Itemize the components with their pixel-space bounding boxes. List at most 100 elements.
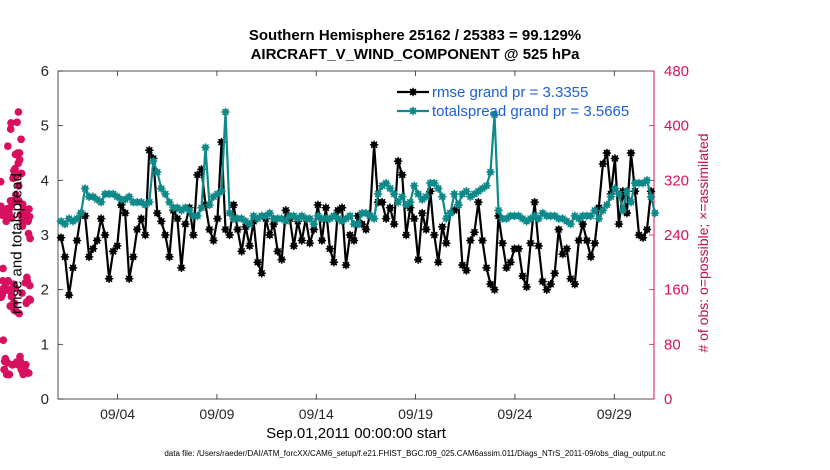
totalspread-point xyxy=(493,205,504,216)
obs-marker xyxy=(10,283,20,293)
point-symbol xyxy=(589,205,600,216)
point-symbol xyxy=(68,262,78,273)
totalspread-point xyxy=(437,191,448,202)
obs-assimilated-symbol xyxy=(25,212,35,221)
point-symbol xyxy=(104,273,114,284)
rmse-point xyxy=(626,148,636,158)
legend-symbol xyxy=(408,106,418,116)
point-symbol xyxy=(525,238,536,249)
totalspread-point xyxy=(144,197,155,208)
rmse-point xyxy=(212,213,223,224)
rmse-point xyxy=(421,224,432,235)
point-symbol xyxy=(84,251,94,262)
point-symbol xyxy=(152,208,163,219)
point-symbol xyxy=(88,243,98,254)
rmse-point xyxy=(602,148,612,158)
rmse-point xyxy=(642,224,652,235)
point-symbol xyxy=(421,224,432,235)
point-symbol xyxy=(389,219,400,230)
point-symbol xyxy=(76,208,86,219)
point-symbol xyxy=(369,213,380,224)
totalspread-point xyxy=(449,189,460,199)
point-symbol xyxy=(200,142,211,153)
point-symbol xyxy=(537,276,548,287)
point-symbol xyxy=(513,243,524,254)
point-symbol xyxy=(477,235,488,246)
obs-marker xyxy=(10,164,20,174)
rmse-point xyxy=(489,284,500,295)
obs-marker xyxy=(16,134,26,144)
legend-entry-label: totalspread grand pr = 3.5665 xyxy=(432,103,629,120)
point-symbol xyxy=(349,235,359,246)
point-symbol xyxy=(581,235,592,246)
obs-assimilated-marker xyxy=(25,281,35,291)
obs-marker xyxy=(3,276,13,286)
obs-marker xyxy=(7,292,17,301)
rmse-point xyxy=(324,243,335,254)
point-symbol xyxy=(296,235,307,246)
obs-assimilated-marker xyxy=(25,212,35,221)
point-symbol xyxy=(573,235,584,246)
rmse-point xyxy=(497,238,508,249)
point-symbol xyxy=(172,213,183,224)
data-file-footer: data file: /Users/raeder/DAI/ATM_forcXX/… xyxy=(164,449,666,458)
totalspread-point xyxy=(409,180,420,191)
point-symbol xyxy=(533,240,544,251)
point-symbol xyxy=(409,180,420,191)
point-symbol xyxy=(497,238,508,249)
y-tick-label-right: 80 xyxy=(664,336,681,353)
point-symbol xyxy=(92,235,102,246)
obs-assimilated-symbol xyxy=(0,264,8,273)
obs-assimilated-symbol xyxy=(25,233,35,243)
x-tick-label: 09/09 xyxy=(199,406,234,422)
rmse-point xyxy=(140,230,151,240)
totalspread-point xyxy=(642,175,652,186)
point-symbol xyxy=(361,224,371,235)
point-symbol xyxy=(602,199,612,210)
point-symbol xyxy=(180,219,191,230)
legend-entry-label: rmse grand pr = 3.3355 xyxy=(432,84,588,101)
point-symbol xyxy=(461,265,472,276)
totalspread-point xyxy=(220,107,231,117)
totalspread-point xyxy=(216,186,227,197)
point-symbol xyxy=(152,167,163,178)
obs-marker xyxy=(3,141,13,151)
point-symbol xyxy=(192,210,203,221)
totalspread-point xyxy=(614,189,624,199)
rmse-point xyxy=(256,268,267,279)
rmse-point xyxy=(377,197,388,208)
point-symbol xyxy=(517,271,528,281)
totalspread-point xyxy=(622,186,632,197)
point-symbol xyxy=(585,251,596,262)
rmse-point xyxy=(341,260,351,271)
totalspread-point xyxy=(389,189,400,199)
obs-assimilated-marker xyxy=(25,233,35,243)
point-symbol xyxy=(164,251,175,262)
rmse-point xyxy=(72,235,82,246)
point-symbol xyxy=(256,268,267,279)
y-tick-label-right: 240 xyxy=(664,227,689,244)
point-symbol xyxy=(622,186,632,197)
point-symbol xyxy=(626,197,636,208)
rmse-point xyxy=(581,235,592,246)
point-symbol xyxy=(341,260,351,271)
totalspread-point xyxy=(76,208,86,219)
point-symbol xyxy=(128,251,139,262)
obs-assimilated-symbol xyxy=(0,335,8,345)
rmse-point xyxy=(521,281,532,292)
rmse-point xyxy=(638,232,648,243)
totalspread-point xyxy=(485,167,496,178)
obs-assimilated-symbol xyxy=(24,368,34,378)
rmse-point xyxy=(320,202,331,213)
totalspread-point xyxy=(373,189,384,199)
rmse-point xyxy=(176,262,187,273)
rmse-point xyxy=(417,208,428,219)
obs-assimilated-symbol xyxy=(25,281,35,291)
y-tick-label-right: 320 xyxy=(664,172,689,189)
rmse-point xyxy=(232,224,243,235)
obs-assimilated-symbol xyxy=(24,204,34,214)
point-symbol xyxy=(216,186,227,197)
point-symbol xyxy=(308,219,319,230)
point-symbol xyxy=(144,197,155,208)
point-symbol xyxy=(441,238,452,249)
